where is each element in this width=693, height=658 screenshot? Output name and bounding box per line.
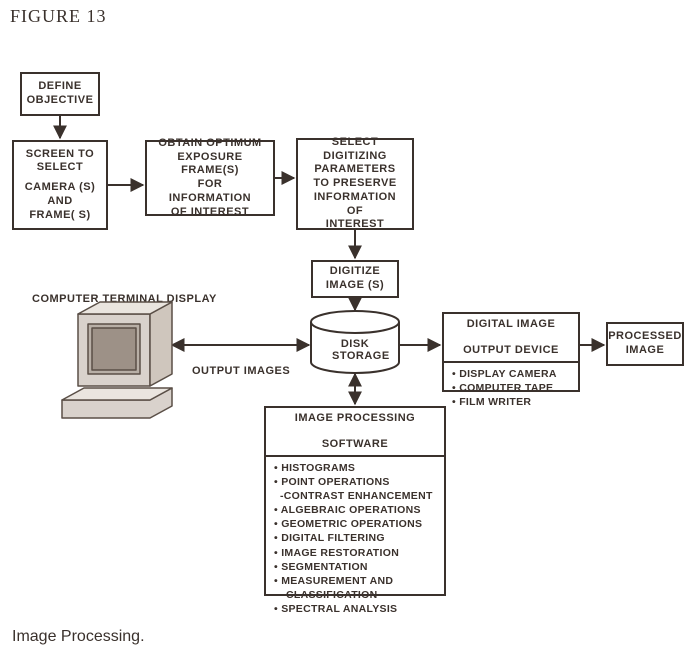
diagram-svg [0, 0, 693, 658]
computer-terminal-icon [62, 302, 172, 418]
disk-storage-cylinder [311, 311, 399, 373]
